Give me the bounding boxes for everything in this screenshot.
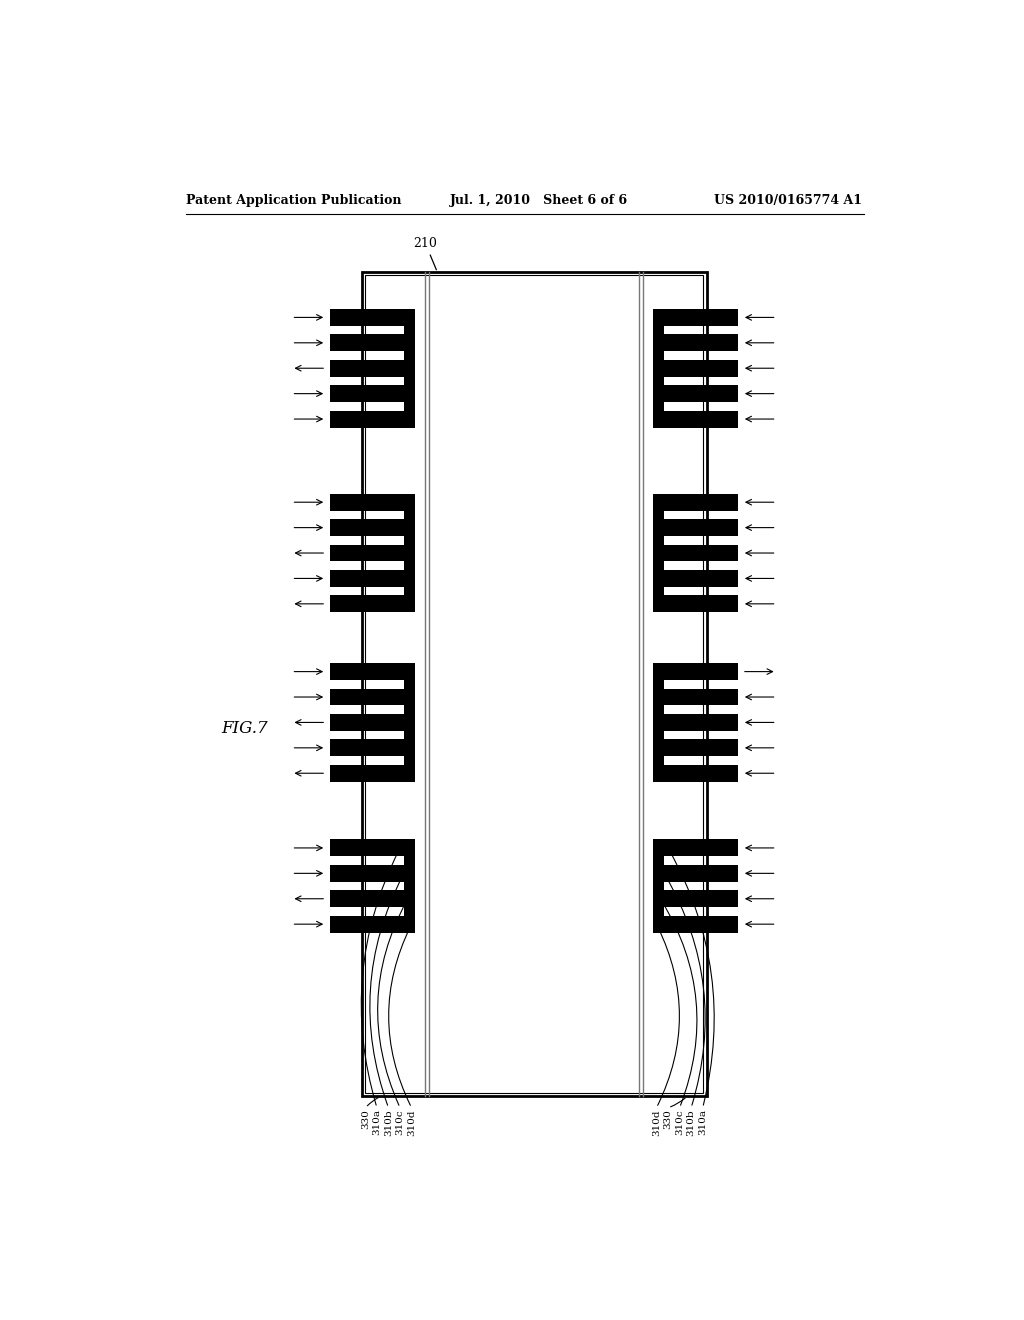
Bar — [653, 360, 738, 376]
Bar — [330, 595, 415, 612]
Bar — [653, 545, 738, 561]
Bar — [653, 916, 738, 933]
Bar — [653, 840, 738, 857]
Text: 310a: 310a — [698, 1109, 708, 1135]
Bar — [330, 545, 415, 561]
Bar — [653, 890, 738, 907]
Bar — [653, 663, 738, 680]
Bar — [653, 739, 738, 756]
Bar — [330, 739, 415, 756]
Bar — [403, 494, 415, 612]
Text: Jul. 1, 2010   Sheet 6 of 6: Jul. 1, 2010 Sheet 6 of 6 — [451, 194, 629, 207]
Bar — [653, 411, 738, 428]
Bar — [330, 865, 415, 882]
Bar — [403, 663, 415, 781]
Bar — [330, 519, 415, 536]
Bar — [330, 916, 415, 933]
Bar — [361, 272, 707, 1096]
Text: 310b: 310b — [384, 1109, 393, 1137]
Text: 210: 210 — [414, 236, 437, 269]
Bar — [330, 890, 415, 907]
Bar — [653, 865, 738, 882]
Bar — [403, 309, 415, 428]
Bar — [330, 663, 415, 680]
Bar — [330, 334, 415, 351]
Text: 310d: 310d — [652, 1109, 660, 1135]
Bar — [330, 494, 415, 511]
Text: 310a: 310a — [373, 1109, 382, 1135]
Bar — [653, 595, 738, 612]
Bar — [653, 663, 665, 781]
Bar — [330, 570, 415, 587]
Text: 310c: 310c — [675, 1109, 684, 1135]
Bar — [653, 570, 738, 587]
Text: 310d: 310d — [408, 1109, 416, 1135]
Text: FIG.7: FIG.7 — [221, 719, 268, 737]
Bar — [330, 411, 415, 428]
Bar — [653, 309, 665, 428]
Bar — [653, 385, 738, 403]
Bar — [653, 494, 665, 612]
Bar — [330, 309, 415, 326]
Text: 330: 330 — [360, 1109, 370, 1129]
Bar — [653, 309, 738, 326]
Bar — [653, 840, 665, 933]
Bar — [330, 840, 415, 857]
Text: US 2010/0165774 A1: US 2010/0165774 A1 — [714, 194, 862, 207]
Bar — [653, 714, 738, 731]
Bar — [330, 385, 415, 403]
Bar — [330, 689, 415, 705]
Bar — [365, 276, 703, 1093]
Text: 330: 330 — [664, 1109, 673, 1129]
Bar — [330, 714, 415, 731]
Bar — [403, 840, 415, 933]
Bar — [330, 764, 415, 781]
Text: 310c: 310c — [395, 1109, 404, 1135]
Bar — [653, 519, 738, 536]
Text: Patent Application Publication: Patent Application Publication — [186, 194, 401, 207]
Bar — [330, 360, 415, 376]
Bar — [653, 494, 738, 511]
Text: 310b: 310b — [687, 1109, 695, 1137]
Bar — [653, 764, 738, 781]
Bar — [653, 689, 738, 705]
Bar — [653, 334, 738, 351]
